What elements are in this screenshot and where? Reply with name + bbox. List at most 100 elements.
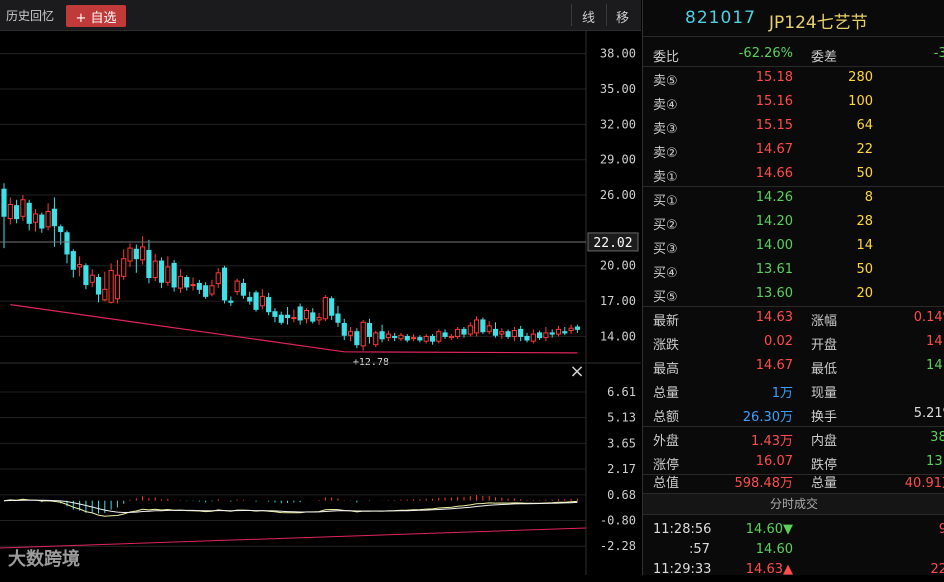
- candle: [234, 278, 240, 296]
- toolbar-divider: [571, 4, 572, 26]
- candle: [505, 329, 511, 339]
- bid-level-label: 买②: [653, 218, 678, 233]
- candle-body: [140, 246, 146, 261]
- candle: [404, 334, 410, 343]
- candle: [310, 308, 316, 324]
- candle-body: [524, 335, 530, 341]
- bid-level-label: 买⑤: [653, 290, 678, 305]
- bid-row: 买① 14.26 8: [643, 186, 944, 210]
- candle-body: [70, 251, 76, 270]
- stat-label: 总量: [653, 386, 680, 401]
- stat-label: 外盘: [653, 434, 680, 449]
- candle-body: [417, 337, 423, 341]
- candle-body: [83, 265, 89, 286]
- candle-body: [39, 214, 45, 229]
- bid-row: 买② 14.20 28: [643, 210, 944, 234]
- candle: [366, 318, 373, 344]
- line-tool-button[interactable]: 线: [582, 11, 596, 26]
- candle: [158, 257, 165, 289]
- candle-body: [549, 332, 555, 335]
- candle: [448, 334, 454, 340]
- bid-volume: 8: [864, 190, 873, 205]
- ticks-title: 分时成交: [643, 493, 944, 515]
- stat-value: 0.02: [764, 334, 793, 349]
- bid-level-label: 买③: [653, 242, 678, 257]
- stat-row: 最高 14.67 最低 14.2: [643, 354, 944, 378]
- candle-body: [177, 275, 184, 289]
- candle: [165, 256, 171, 286]
- candle: [518, 325, 524, 342]
- candle-body: [568, 327, 574, 332]
- chart-canvas[interactable]: +12.78 38.00 35.00 32.00 29.00 26.00 20.00 17.…: [0, 30, 641, 575]
- stat-label: 现量: [811, 386, 838, 401]
- stat-value: 14.2: [926, 358, 944, 373]
- candle: [543, 327, 549, 342]
- candle: [253, 290, 259, 312]
- kline-tick-label: 14.00: [600, 329, 636, 343]
- candle-body: [492, 328, 499, 336]
- tick-row: 11:29:33 14.63▲ 22: [643, 558, 944, 582]
- stat-label: 总额: [653, 410, 680, 425]
- candle: [39, 212, 45, 233]
- candle: [467, 322, 473, 337]
- macd-axis: 6.61 5.13 3.65 2.17 0.68 -0.80 -2.28 ×: [569, 361, 636, 553]
- candle-body: [480, 319, 486, 333]
- candle: [215, 268, 221, 289]
- min-price-marker: +12.78: [353, 357, 389, 368]
- candle-body: [379, 331, 385, 340]
- candle-body: [474, 319, 480, 334]
- candle-body: [385, 333, 391, 339]
- stat-row: 最新 14.63 涨幅 0.14%: [643, 306, 944, 330]
- add-watchlist-button[interactable]: + 自选: [66, 5, 126, 27]
- candle-body: [203, 285, 209, 297]
- candle: [303, 308, 310, 324]
- move-tool-button[interactable]: 移: [616, 11, 630, 26]
- macd-tick-label: 0.68: [607, 488, 636, 502]
- quote-panel: 821017 JP124七艺节 委比 -62.26% 委差 -39 卖⑤ 15.1…: [642, 0, 944, 577]
- candle: [398, 332, 404, 342]
- close-icon[interactable]: ×: [569, 361, 584, 382]
- candle: [530, 329, 536, 344]
- kline-tick-label: 35.00: [600, 82, 636, 96]
- macd-grid: [0, 362, 641, 547]
- divider: [643, 306, 944, 307]
- macd-tick-label: -2.28: [600, 539, 636, 553]
- candle-body: [574, 326, 580, 330]
- ask-volume: 280: [848, 70, 873, 85]
- bid-volume: 28: [856, 214, 873, 229]
- candle-body: [95, 277, 102, 295]
- candle: [58, 224, 64, 245]
- candle: [555, 325, 562, 337]
- ask-level-label: 卖④: [653, 98, 678, 113]
- tick-volume: 22: [930, 562, 944, 577]
- candle-body: [171, 262, 177, 288]
- candle: [171, 259, 177, 292]
- tick-time: 11:29:33: [653, 562, 712, 577]
- candle: [492, 322, 499, 338]
- candle-body: [121, 258, 127, 277]
- candle: [442, 329, 448, 339]
- candle: [64, 230, 70, 264]
- candle-body: [45, 211, 51, 228]
- weicha-label: 委差: [811, 50, 838, 65]
- tick-price: 14.60▼: [745, 522, 793, 537]
- ask-level-label: 卖②: [653, 146, 678, 161]
- history-tab[interactable]: 历史回忆: [6, 9, 55, 23]
- candle: [291, 309, 297, 323]
- candle-body: [322, 297, 328, 320]
- stat-value: 383: [930, 430, 944, 445]
- candle: [373, 330, 379, 348]
- macd-tick-label: 3.65: [607, 436, 636, 450]
- candle: [524, 332, 530, 343]
- candle-body: [209, 285, 215, 295]
- candle: [266, 292, 272, 316]
- candle: [152, 253, 158, 282]
- watermark-logo: 大数跨境: [8, 549, 80, 570]
- divider: [643, 186, 944, 187]
- kline-tick-label: 26.00: [600, 188, 636, 202]
- candle-body: [555, 328, 562, 335]
- quote-header: 821017 JP124七艺节: [643, 0, 944, 37]
- chart-toolbar: 历史回忆 + 自选 线 移: [0, 0, 641, 31]
- candle: [45, 203, 51, 231]
- stat-label: 内盘: [811, 434, 838, 449]
